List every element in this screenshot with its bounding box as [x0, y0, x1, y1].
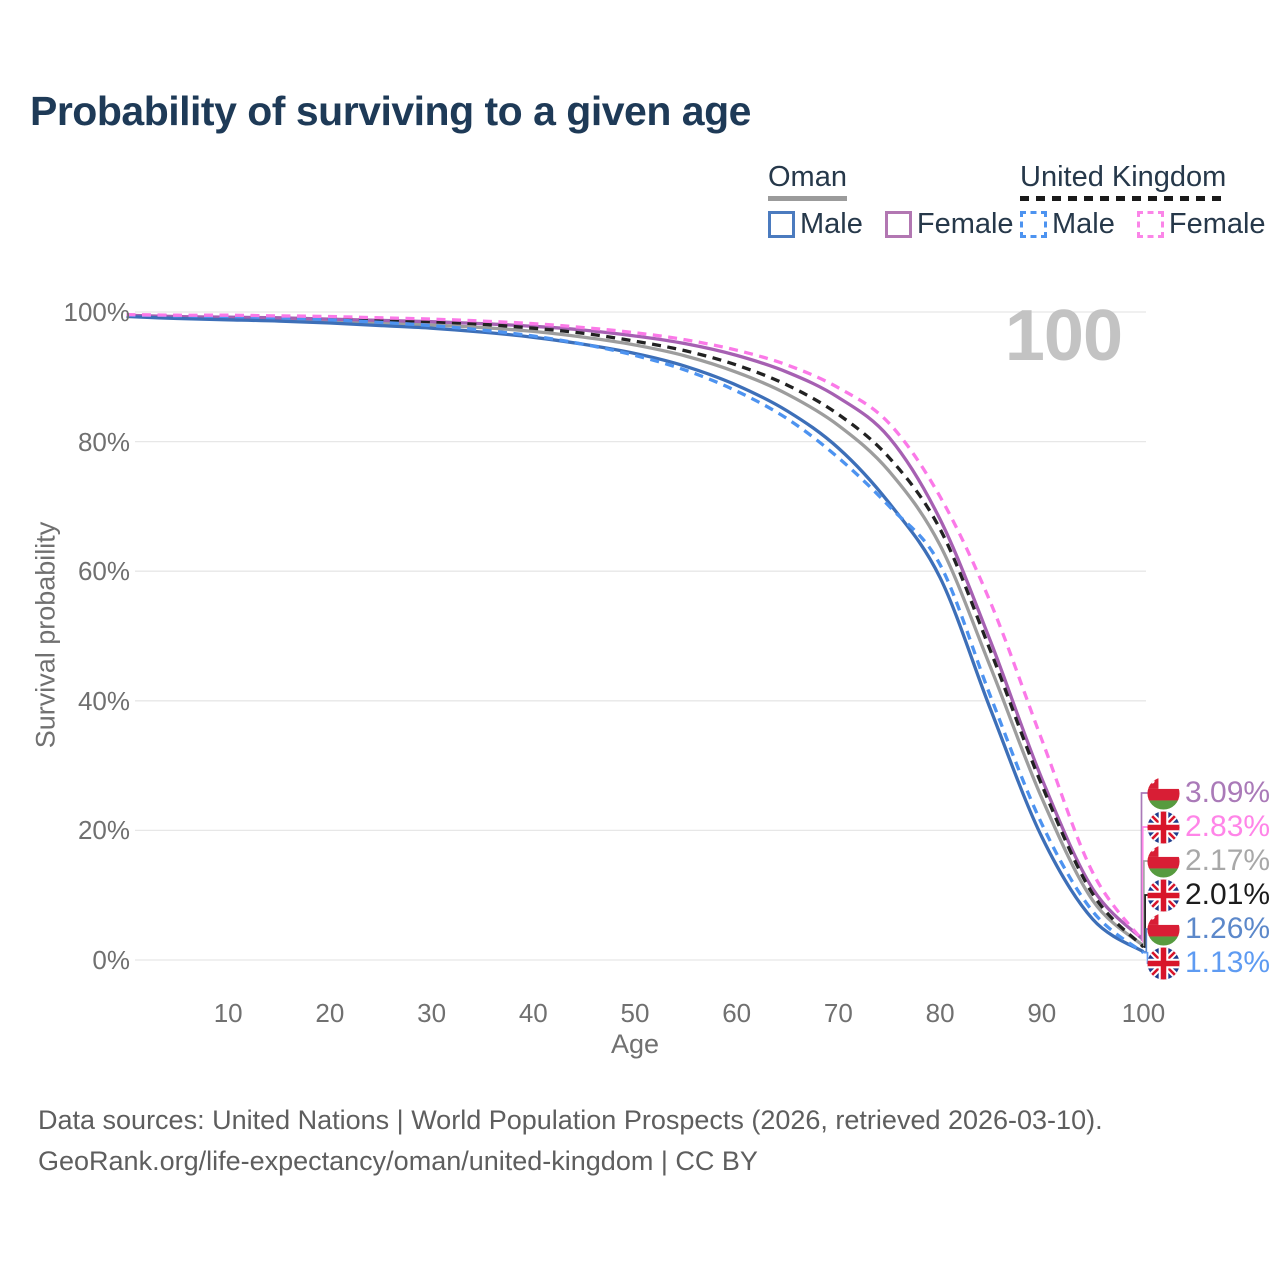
y-tick-label: 0%: [92, 945, 130, 975]
x-tick-label: 60: [722, 998, 752, 1028]
x-tick-label: 50: [620, 998, 650, 1028]
end-label-value: 2.83%: [1185, 810, 1271, 843]
legend-oman-total-line-swatch: [768, 196, 847, 202]
x-tick-label: 30: [417, 998, 447, 1028]
x-tick-label: 80: [925, 998, 955, 1028]
legend-label-uk-female: Female: [1168, 208, 1266, 241]
end-label-value: 3.09%: [1185, 776, 1271, 809]
legend-swatch-oman-male: [768, 211, 795, 239]
uk-flag-icon: [1147, 878, 1180, 912]
y-tick-label: 40%: [77, 685, 130, 716]
legend-group-oman: Oman Male Female: [768, 162, 1036, 239]
uk-flag-icon: [1147, 946, 1180, 980]
legend-item-oman-female[interactable]: Female: [884, 208, 1014, 241]
footer-source-line: Data sources: United Nations | World Pop…: [38, 1105, 1103, 1135]
legend-label-uk-male: Male: [1052, 208, 1115, 241]
y-tick-label: 80%: [77, 426, 130, 457]
x-tick-label: 90: [1027, 998, 1057, 1028]
end-label-connector: [1143, 860, 1150, 947]
legend-swatch-uk-male: [1020, 211, 1047, 239]
end-label-row: 2.17%: [1147, 844, 1270, 878]
end-label-value: 1.26%: [1185, 912, 1271, 945]
series-line-uk_total[interactable]: [126, 313, 1145, 949]
x-tick-label: 40: [518, 998, 548, 1028]
oman-flag-icon: [1147, 912, 1180, 946]
y-tick-label: 60%: [77, 556, 130, 587]
series-line-oman_total[interactable]: [126, 314, 1145, 948]
legend-oman-header: Oman: [768, 161, 847, 202]
legend-item-uk-female[interactable]: Female: [1136, 208, 1266, 241]
x-tick-label: 70: [823, 998, 853, 1028]
y-axis-title: Survival probability: [30, 521, 61, 749]
legend-uk-title: United Kingdom: [1020, 161, 1227, 193]
oman-flag-icon: [1147, 844, 1180, 878]
end-label-value: 2.01%: [1185, 878, 1271, 911]
page-title: Probability of surviving to a given age: [30, 88, 751, 134]
legend-item-oman-male[interactable]: Male: [768, 210, 863, 239]
series-line-uk_female[interactable]: [126, 312, 1145, 943]
age-watermark: 100: [1004, 296, 1123, 376]
uk-flag-icon: [1147, 810, 1180, 844]
series-line-oman_male[interactable]: [126, 314, 1145, 954]
series-line-uk_male[interactable]: [126, 313, 1145, 955]
end-label-row: 2.01%: [1147, 878, 1270, 912]
legend-oman-title: Oman: [768, 161, 847, 193]
y-tick-label: 20%: [77, 815, 130, 846]
end-label-row: 3.09%: [1147, 776, 1270, 810]
legend-label-oman-male: Male: [800, 208, 863, 241]
y-tick-label: 100%: [63, 297, 131, 327]
series-line-oman_female[interactable]: [126, 313, 1145, 942]
legend-item-uk-male[interactable]: Male: [1020, 210, 1115, 239]
x-tick-label: 20: [315, 998, 345, 1028]
legend-uk-total-line-swatch: [1020, 196, 1227, 202]
end-label-row: 1.26%: [1147, 912, 1270, 946]
legend-group-united-kingdom: United Kingdom Male Female: [1020, 162, 1280, 239]
footer-url-line: GeoRank.org/life-expectancy/oman/united-…: [38, 1146, 758, 1176]
legend-swatch-uk-female: [1136, 211, 1164, 239]
x-tick-label: 10: [213, 998, 243, 1028]
legend-uk-header: United Kingdom: [1020, 161, 1227, 202]
legend-label-oman-female: Female: [916, 208, 1014, 241]
x-axis-title: Age: [611, 1029, 660, 1059]
end-label-row: 1.13%: [1147, 946, 1270, 980]
oman-flag-icon: [1147, 776, 1180, 810]
end-label-row: 2.83%: [1147, 810, 1270, 844]
end-label-value: 1.13%: [1185, 946, 1271, 979]
legend-swatch-oman-female: [884, 211, 912, 239]
end-label-value: 2.17%: [1185, 844, 1271, 877]
x-tick-label: 100: [1121, 998, 1166, 1028]
